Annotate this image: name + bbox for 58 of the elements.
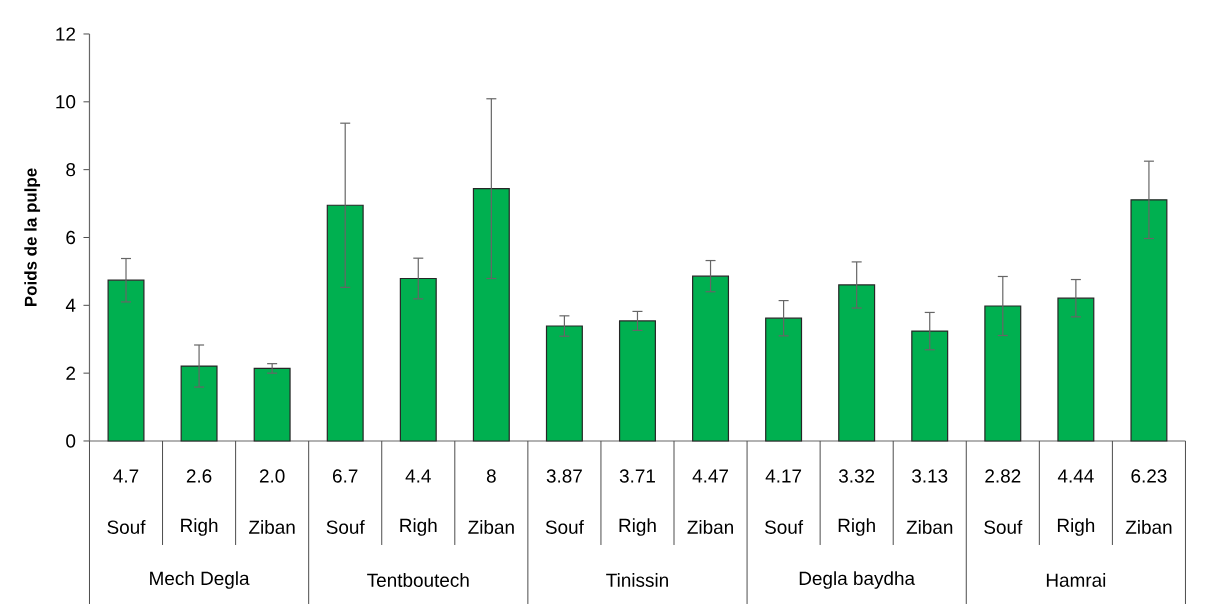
text: 4.47 xyxy=(692,469,729,483)
bar xyxy=(911,330,949,442)
y-tick-label: 2 xyxy=(66,366,76,380)
text: 2.82 xyxy=(985,469,1021,483)
bar xyxy=(765,317,803,442)
y-tick-label: 4 xyxy=(65,298,76,312)
bar xyxy=(472,188,510,442)
x-tick-label: Ziban xyxy=(1125,520,1172,534)
x-tick-label: Ziban xyxy=(249,520,295,534)
text: 2.6 xyxy=(186,469,212,483)
x-tick-label: Righ xyxy=(619,518,656,536)
text: 4.44 xyxy=(1057,469,1094,483)
text: Tentboutech xyxy=(367,573,469,587)
y-tick-label: 10 xyxy=(56,95,76,109)
bar xyxy=(1057,297,1095,442)
bar xyxy=(984,305,1022,442)
x-tick-label: Righ xyxy=(181,518,218,536)
bar xyxy=(692,275,730,442)
text: 4.4 xyxy=(405,469,431,483)
text: 3.13 xyxy=(912,469,948,483)
y-axis-title: Poids de la pulpe xyxy=(24,168,41,306)
x-tick-label: Ziban xyxy=(468,520,514,534)
y-tick-label: 0 xyxy=(66,434,76,448)
x-tick-label: Righ xyxy=(838,518,875,536)
x-tick-label: Souf xyxy=(764,520,804,534)
text: 3.32 xyxy=(838,469,875,483)
x-tick-label: Souf xyxy=(107,520,146,534)
text: Tinissin xyxy=(606,573,668,587)
x-tick-label: Souf xyxy=(984,520,1023,534)
x-tick-label: Souf xyxy=(326,520,365,534)
text: 4.7 xyxy=(113,469,139,483)
text: 6.7 xyxy=(333,469,358,483)
text: Hamrai xyxy=(1046,573,1106,587)
text: 2.0 xyxy=(259,469,285,483)
x-tick-label: Righ xyxy=(1057,518,1095,536)
bar xyxy=(253,367,291,442)
bar xyxy=(838,284,876,442)
text: 3.87 xyxy=(546,469,582,483)
x-tick-label: Souf xyxy=(545,520,584,534)
y-tick-label: 8 xyxy=(66,162,76,177)
x-tick-label: Ziban xyxy=(687,520,733,534)
bar xyxy=(618,320,656,442)
y-tick-label: 6 xyxy=(66,230,76,245)
bar xyxy=(1130,199,1168,442)
bar xyxy=(107,279,145,442)
bar xyxy=(326,204,364,442)
y-tick-label: 12 xyxy=(56,27,75,41)
x-tick-label: Ziban xyxy=(906,520,953,534)
bar xyxy=(545,325,583,442)
text: 8 xyxy=(486,469,496,483)
text: 3.71 xyxy=(619,469,655,483)
bar xyxy=(399,277,437,442)
text: 4.17 xyxy=(765,469,802,483)
text: Mech Degla xyxy=(150,571,250,589)
text: Degla baydha xyxy=(799,571,916,589)
text: 6.23 xyxy=(1131,469,1167,483)
x-tick-label: Righ xyxy=(400,518,437,536)
bar xyxy=(180,365,218,442)
